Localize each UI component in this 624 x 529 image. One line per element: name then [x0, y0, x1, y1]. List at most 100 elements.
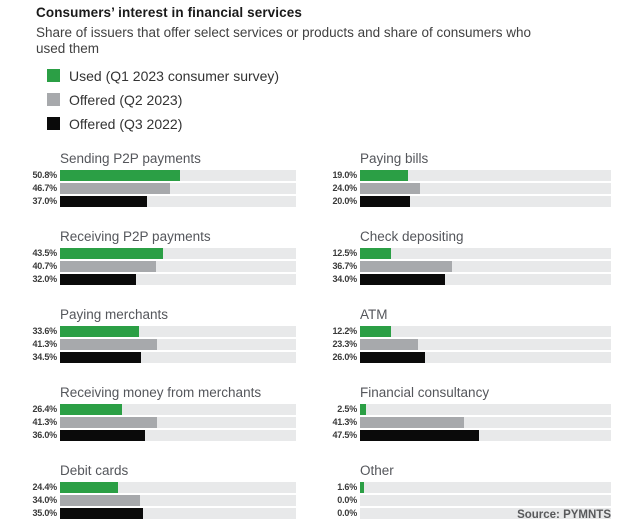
- bar-row: 24.4%: [30, 482, 296, 493]
- bar-track: [360, 274, 611, 285]
- legend-label: Offered (Q2 2023): [69, 91, 183, 108]
- bar-value-label: 23.3%: [332, 339, 357, 349]
- bar-value-label: 41.3%: [32, 417, 57, 427]
- bar-fill: [60, 404, 123, 415]
- bar-fill: [360, 170, 408, 181]
- bar-track: [360, 404, 611, 415]
- group-title: Sending P2P payments: [60, 151, 201, 166]
- chart-group: Receiving P2P payments 43.5% 40.7% 32.0%: [30, 229, 296, 285]
- bar-value-label: 26.4%: [32, 404, 57, 414]
- bar-row: 36.7%: [330, 261, 611, 272]
- bar-fill: [360, 248, 392, 259]
- group-title: ATM: [360, 307, 388, 322]
- bar-row: 41.3%: [30, 417, 296, 428]
- bar-value-label: 36.0%: [32, 430, 57, 440]
- bar-fill: [60, 482, 118, 493]
- bar-value-label: 1.6%: [337, 482, 357, 492]
- bar-value-label: 36.7%: [332, 261, 357, 271]
- bar-value-label: 19.0%: [332, 170, 357, 180]
- group-title: Receiving money from merchants: [60, 385, 262, 400]
- bar-row: 19.0%: [330, 170, 611, 181]
- bar-fill: [60, 417, 158, 428]
- bar-value-label: 24.0%: [332, 183, 357, 193]
- legend-item: Offered (Q3 2022): [47, 115, 624, 132]
- chart-header: Consumers’ interest in financial service…: [36, 5, 624, 57]
- bar-row: 32.0%: [30, 274, 296, 285]
- bar-value-label: 41.3%: [32, 339, 57, 349]
- legend-label: Offered (Q3 2022): [69, 115, 183, 132]
- bar-fill: [360, 183, 421, 194]
- bar-fill: [360, 430, 480, 441]
- bar-fill: [60, 326, 140, 337]
- chart-group: Debit cards 24.4% 34.0% 35.0%: [30, 463, 296, 519]
- bar-track: [60, 482, 296, 493]
- group-title: Paying bills: [360, 151, 429, 166]
- bar-track: [360, 430, 611, 441]
- bar-value-label: 35.0%: [32, 508, 57, 518]
- bar-value-label: 40.7%: [32, 261, 57, 271]
- bar-track: [360, 326, 611, 337]
- bar-row: 43.5%: [30, 248, 296, 259]
- bar-fill: [60, 430, 145, 441]
- bar-track: [360, 170, 611, 181]
- bar-fill: [60, 261, 157, 272]
- bar-row: 12.5%: [330, 248, 611, 259]
- bar-track: [60, 183, 296, 194]
- bar-track: [360, 183, 611, 194]
- bar-value-label: 43.5%: [32, 248, 57, 258]
- bar-track: [60, 170, 296, 181]
- bar-track: [60, 274, 296, 285]
- bar-fill: [60, 183, 171, 194]
- bar-row: 47.5%: [330, 430, 611, 441]
- bar-track: [60, 495, 296, 506]
- bar-fill: [360, 417, 464, 428]
- chart-title: Consumers’ interest in financial service…: [36, 5, 302, 20]
- bar-row: 34.5%: [30, 352, 296, 363]
- bar-row: 23.3%: [330, 339, 611, 350]
- bar-fill: [60, 196, 148, 207]
- bar-row: 37.0%: [30, 196, 296, 207]
- bar-fill: [360, 274, 446, 285]
- bar-track: [360, 261, 611, 272]
- bar-value-label: 32.0%: [32, 274, 57, 284]
- bar-value-label: 0.0%: [337, 495, 357, 505]
- bar-value-label: 33.6%: [32, 326, 57, 336]
- bar-row: 2.5%: [330, 404, 611, 415]
- bar-value-label: 2.5%: [337, 404, 357, 414]
- source-credit: Source: PYMNTS: [517, 509, 611, 521]
- bar-track: [60, 430, 296, 441]
- bar-row: 26.0%: [330, 352, 611, 363]
- bar-fill: [360, 352, 426, 363]
- bar-fill: [60, 274, 136, 285]
- chart-group: Check depositing 12.5% 36.7% 34.0%: [330, 229, 611, 285]
- bar-fill: [60, 170, 180, 181]
- bar-track: [360, 196, 611, 207]
- bar-fill: [360, 196, 411, 207]
- bar-row: 20.0%: [330, 196, 611, 207]
- bar-row: 1.6%: [330, 482, 611, 493]
- bar-row: 41.3%: [330, 417, 611, 428]
- bar-track: [360, 248, 611, 259]
- bar-value-label: 46.7%: [32, 183, 57, 193]
- bar-value-label: 34.0%: [332, 274, 357, 284]
- chart-group: Paying bills 19.0% 24.0% 20.0%: [330, 151, 611, 207]
- bar-track: [60, 339, 296, 350]
- chart-group: Sending P2P payments 50.8% 46.7% 37.0%: [30, 151, 296, 207]
- bar-row: 33.6%: [30, 326, 296, 337]
- bar-fill: [360, 482, 365, 493]
- bar-track: [360, 482, 611, 493]
- bar-row: 46.7%: [30, 183, 296, 194]
- legend-item: Used (Q1 2023 consumer survey): [47, 68, 624, 84]
- bar-track: [60, 326, 296, 337]
- chart-group: Paying merchants 33.6% 41.3% 34.5%: [30, 307, 296, 363]
- bar-value-label: 41.3%: [332, 417, 357, 427]
- bar-row: 35.0%: [30, 508, 296, 519]
- bar-track: [360, 508, 611, 519]
- legend-swatch-icon: [47, 117, 60, 130]
- bar-fill: [360, 326, 391, 337]
- chart-group: Receiving money from merchants 26.4% 41.3%…: [30, 385, 296, 441]
- legend-swatch-icon: [47, 93, 60, 106]
- bar-fill: [60, 248, 163, 259]
- bar-track: [60, 352, 296, 363]
